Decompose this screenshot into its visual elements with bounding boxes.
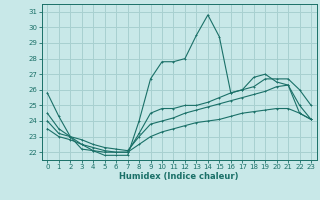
X-axis label: Humidex (Indice chaleur): Humidex (Indice chaleur) — [119, 172, 239, 181]
